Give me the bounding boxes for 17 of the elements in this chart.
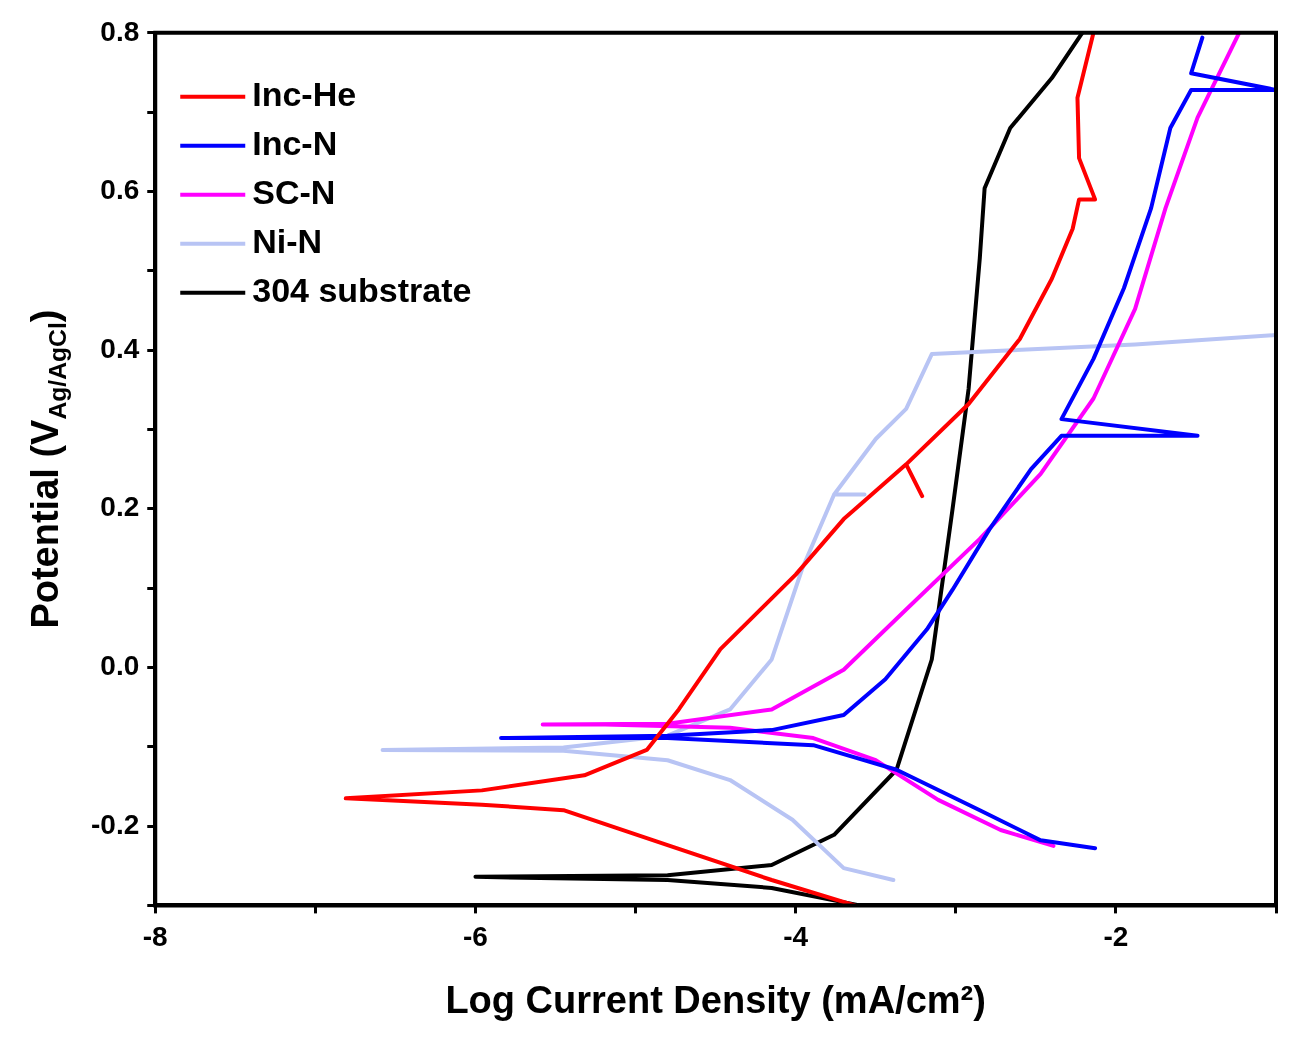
y-tick-label: 0.0 — [100, 650, 140, 682]
legend-label: Ni-N — [252, 222, 323, 261]
legend-label: 304 substrate — [252, 271, 472, 310]
y-tick-label: 0.6 — [100, 174, 140, 206]
y-tick-label: -0.2 — [91, 808, 140, 840]
y-tick-label: 0.2 — [100, 491, 140, 523]
y-axis-title: Potential (VAg/AgCl) — [24, 309, 72, 629]
legend-label: Inc-He — [252, 75, 357, 114]
x-tick-label: -4 — [783, 920, 809, 952]
x-tick-label: -8 — [142, 920, 168, 952]
legend-label: Inc-N — [252, 124, 338, 163]
y-tick-label: 0.8 — [100, 15, 140, 47]
x-tick-label: -2 — [1103, 920, 1129, 952]
legend-label: SC-N — [252, 173, 336, 212]
y-tick-label: 0.4 — [100, 332, 140, 364]
x-axis-title: Log Current Density (mA/cm²) — [445, 979, 986, 1022]
x-tick-label: -6 — [463, 920, 488, 952]
